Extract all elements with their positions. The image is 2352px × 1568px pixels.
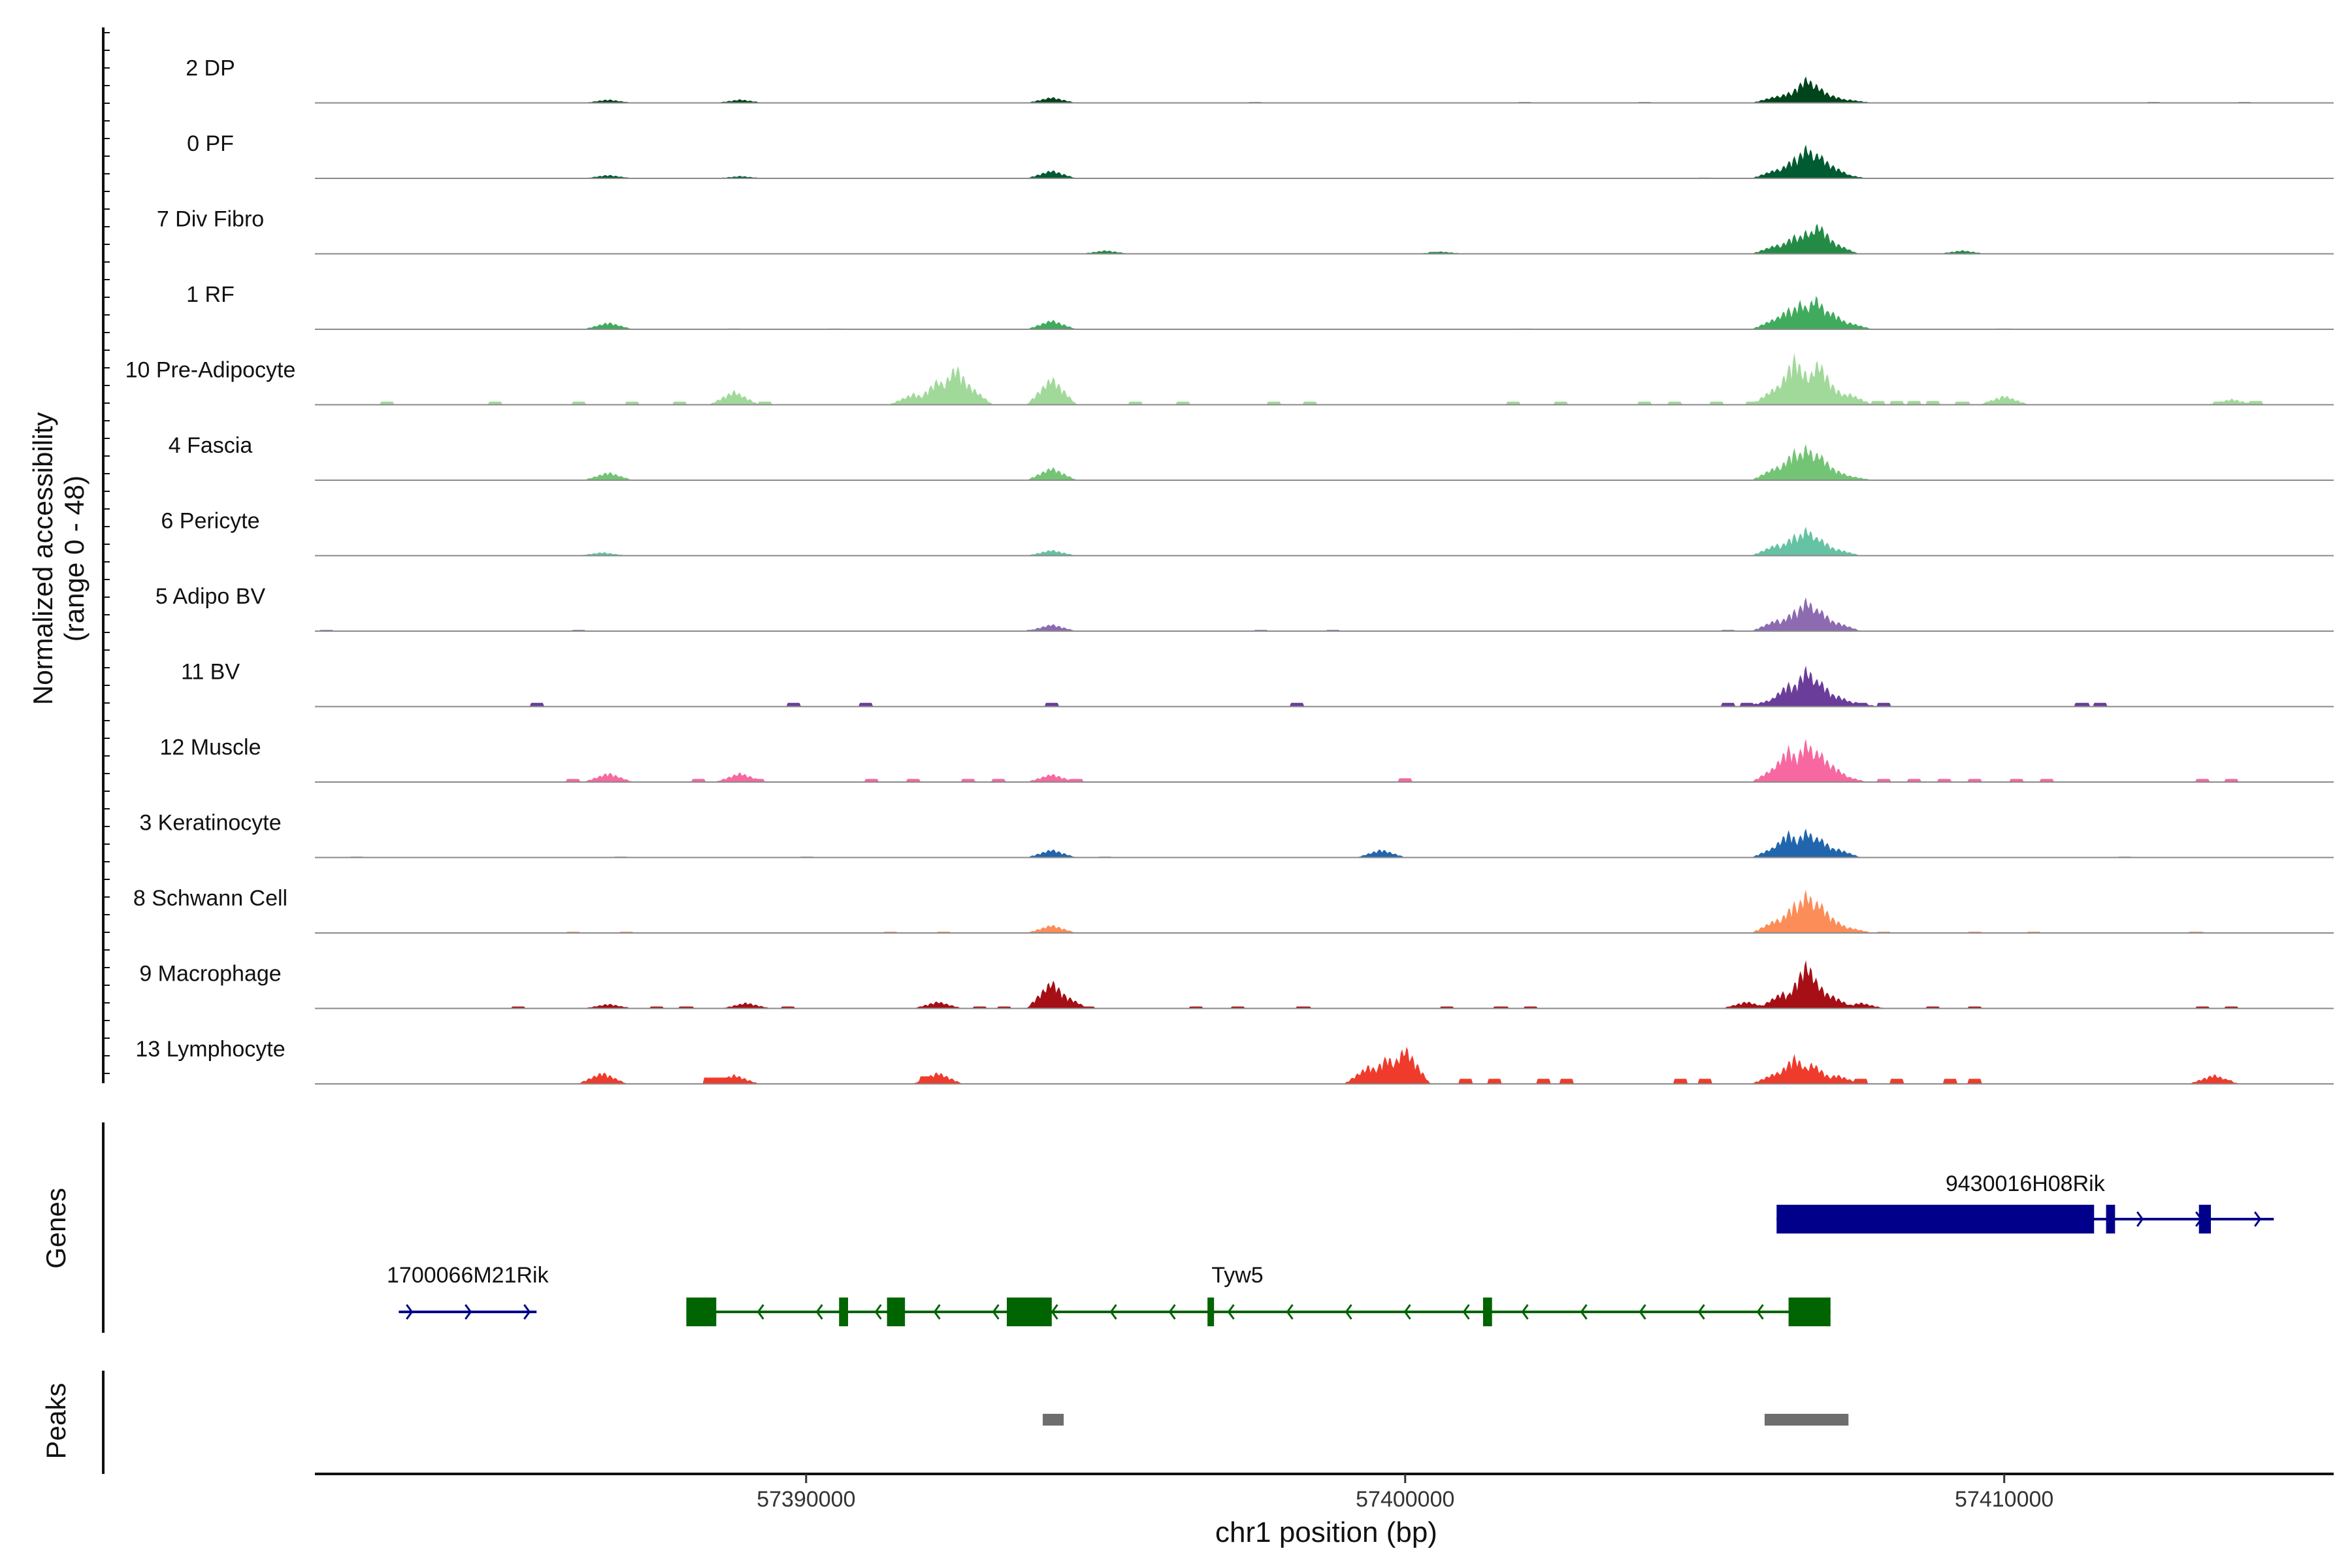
coverage-area — [315, 144, 2334, 178]
track-label: 13 Lymphocyte — [135, 1037, 285, 1062]
strand-chevron — [406, 1304, 414, 1320]
strand-chevron — [992, 1304, 1000, 1320]
track-4: 1 RF — [186, 282, 2334, 330]
peak-region — [1764, 1414, 1849, 1426]
strand-chevron — [1109, 1304, 1117, 1320]
coverage-area — [315, 352, 2334, 405]
coverage-area — [315, 295, 2334, 329]
track-label: 12 Muscle — [160, 735, 261, 760]
gene-annotations: 1700066M21Rik 9430016H08Rik Tyw5 — [387, 1171, 2274, 1326]
track-2: 0 PF — [187, 131, 2334, 179]
track-label: 8 Schwann Cell — [133, 886, 287, 911]
track-10: 12 Muscle — [160, 735, 2334, 783]
y-axis-range-label: (range 0 - 48) — [59, 476, 90, 642]
track-label: 4 Fascia — [169, 433, 253, 458]
track-label: 7 Div Fibro — [157, 207, 264, 232]
coverage-area — [315, 223, 2334, 254]
track-label: 9 Macrophage — [139, 962, 281, 987]
strand-chevron — [523, 1304, 531, 1320]
strand-chevron — [2136, 1211, 2144, 1227]
coverage-area — [315, 444, 2334, 480]
exon — [1007, 1298, 1052, 1326]
track-13: 9 Macrophage — [139, 960, 2334, 1009]
coverage-area — [315, 1047, 2334, 1084]
coverage-area — [315, 527, 2334, 556]
strand-chevron — [1168, 1304, 1176, 1320]
exon — [839, 1298, 849, 1326]
peaks-panel-label: Peaks — [41, 1383, 71, 1460]
exon — [1788, 1298, 1831, 1326]
coverage-area — [315, 828, 2334, 858]
coverage-tracks: 2 DP 0 PF 7 Div Fibro 1 RF 10 Pre-Adipocyte 4… — [125, 56, 2334, 1085]
exon — [1207, 1298, 1215, 1326]
strand-chevron — [1403, 1304, 1411, 1320]
y-axis-ticks — [103, 32, 110, 1074]
x-tick-label: 57410000 — [1955, 1487, 2053, 1512]
track-label: 5 Adipo BV — [155, 584, 266, 609]
x-axis-ticks: 57390000 57400000 57410000 — [757, 1474, 2053, 1512]
exon — [1776, 1205, 2095, 1233]
gene-label: Tyw5 — [1211, 1263, 1263, 1288]
strand-chevron — [1286, 1304, 1294, 1320]
coverage-area — [315, 738, 2334, 782]
track-label: 3 Keratinocyte — [139, 811, 281, 836]
strand-chevron — [933, 1304, 941, 1320]
strand-chevron — [1345, 1304, 1352, 1320]
genes-panel-label: Genes — [41, 1188, 71, 1269]
coverage-area — [315, 76, 2334, 103]
strand-chevron — [815, 1304, 823, 1320]
track-label: 11 BV — [181, 660, 240, 685]
coverage-area — [315, 665, 2334, 707]
track-label: 6 Pericyte — [161, 509, 259, 534]
strand-chevron — [1756, 1304, 1764, 1320]
gene-1700066m21rik: 1700066M21Rik — [387, 1263, 549, 1320]
track-5: 10 Pre-Adipocyte — [125, 352, 2334, 406]
track-12: 8 Schwann Cell — [133, 886, 2334, 934]
coverage-area — [315, 889, 2334, 933]
track-9: 11 BV — [181, 660, 2334, 708]
x-tick-label: 57400000 — [1356, 1487, 1454, 1512]
coverage-area — [315, 960, 2334, 1009]
strand-chevron — [1051, 1304, 1058, 1320]
strand-chevron — [1697, 1304, 1705, 1320]
exon — [2106, 1205, 2115, 1233]
x-tick-label: 57390000 — [757, 1487, 855, 1512]
y-axis-label: Normalized accessibility — [27, 412, 58, 705]
strand-chevron — [757, 1304, 764, 1320]
strand-chevron — [874, 1304, 882, 1320]
track-label: 1 RF — [186, 282, 235, 307]
gene-tyw5: Tyw5 — [686, 1263, 1831, 1326]
track-14: 13 Lymphocyte — [135, 1037, 2334, 1085]
y-axis-title: Normalized accessibility (range 0 - 48) — [27, 412, 90, 705]
gene-label: 9430016H08Rik — [1946, 1171, 2106, 1196]
gene-9430016h08rik: 9430016H08Rik — [1776, 1171, 2274, 1233]
strand-chevron — [1227, 1304, 1235, 1320]
strand-chevron — [1521, 1304, 1529, 1320]
track-6: 4 Fascia — [169, 433, 2334, 481]
track-11: 3 Keratinocyte — [139, 811, 2334, 858]
track-8: 5 Adipo BV — [155, 584, 2334, 632]
track-label: 2 DP — [186, 56, 235, 81]
exon — [887, 1298, 906, 1326]
strand-chevron — [1580, 1304, 1588, 1320]
track-label: 10 Pre-Adipocyte — [125, 358, 296, 383]
exon — [2198, 1205, 2212, 1233]
gene-label: 1700066M21Rik — [387, 1263, 549, 1288]
x-axis-title: chr1 position (bp) — [1215, 1516, 1437, 1548]
exon — [686, 1298, 717, 1326]
exon — [1482, 1298, 1492, 1326]
track-7: 6 Pericyte — [161, 509, 2334, 557]
strand-chevron — [465, 1304, 472, 1320]
strand-chevron — [1639, 1304, 1646, 1320]
peak-region — [1043, 1414, 1064, 1426]
track-3: 7 Div Fibro — [157, 207, 2334, 255]
peak-regions — [1043, 1414, 1849, 1426]
strand-chevron — [2254, 1211, 2262, 1227]
track-1: 2 DP — [186, 56, 2334, 104]
track-label: 0 PF — [187, 131, 234, 156]
strand-chevron — [1462, 1304, 1470, 1320]
coverage-area — [315, 597, 2334, 631]
